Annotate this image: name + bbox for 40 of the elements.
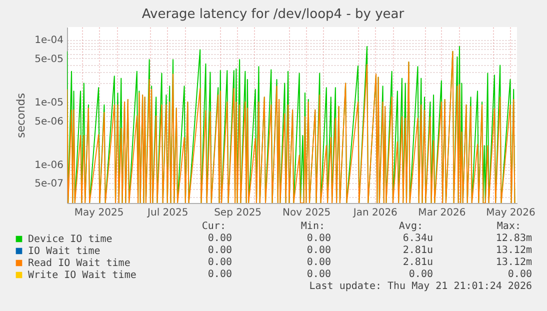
x-tick-label: Jan 2026 — [352, 208, 398, 218]
text: 13.12m — [496, 245, 532, 257]
x-tick-label: Mar 2026 — [418, 208, 466, 218]
chart-title: Average latency for /dev/loop4 - by year — [142, 7, 405, 22]
y-tick-label: 5e-06 — [34, 116, 64, 128]
text: 0.00 — [306, 233, 331, 245]
x-tick-label: Sep 2025 — [214, 208, 262, 218]
text: 12.83m — [496, 233, 532, 245]
legend-label: Read IO Wait time — [28, 258, 130, 269]
text: 0.00 — [208, 269, 232, 281]
y-axis-title: seconds — [14, 92, 28, 138]
text: 0.00 — [208, 233, 232, 245]
text: 0.00 — [306, 269, 331, 281]
text: 0.00 — [208, 257, 232, 269]
text: 0.00 — [508, 269, 532, 281]
text: Max: — [496, 221, 521, 233]
x-tick-label: Nov 2025 — [282, 208, 331, 218]
x-tick-label: May 2025 — [74, 208, 124, 218]
legend-label: Write IO Wait time — [28, 270, 136, 281]
text: 0.00 — [208, 245, 232, 257]
text: 2.81u — [402, 245, 433, 257]
text: 2.81u — [402, 257, 433, 269]
text: Avg: — [398, 221, 423, 233]
text: 6.34u — [402, 233, 433, 245]
y-tick-label: 5e-05 — [34, 54, 64, 65]
text: 0.00 — [306, 245, 331, 257]
y-tick-label: 1e-04 — [34, 35, 64, 46]
text: Min: — [300, 221, 325, 233]
text: 13.12m — [496, 257, 532, 269]
x-tick-label: May 2026 — [486, 208, 536, 218]
y-tick-label: 1e-05 — [34, 98, 64, 109]
legend-label: Device IO time — [28, 234, 112, 245]
text: 0.00 — [408, 269, 433, 281]
text: 0.00 — [306, 257, 331, 269]
text: Cur: — [202, 221, 226, 233]
y-tick-label: 5e-07 — [34, 178, 64, 190]
y-tick-label: 1e-06 — [34, 160, 64, 171]
text: Last update: Thu May 21 21:01:24 2026 — [309, 281, 532, 293]
x-tick-label: Jul 2025 — [146, 208, 188, 218]
legend-label: IO Wait time — [28, 246, 100, 257]
